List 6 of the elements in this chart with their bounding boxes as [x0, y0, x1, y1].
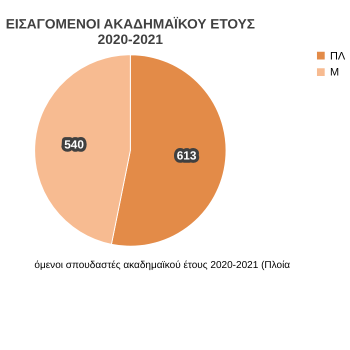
text: όμενοι σπουδαστές ακαδημαϊκού έτους 2020-2021 (Πλοία: [34, 260, 290, 272]
chart-title: ΕΙΣΑΓΟΜΕΝΟΙ ΑΚΑΔΗΜΑΪΚΟΥ ΕΤΟΥΣ 2020-2021: [6, 16, 255, 47]
data-label: 613: [176, 148, 197, 163]
legend-label: ΠΛ: [330, 50, 346, 62]
legend-label: Μ: [330, 66, 340, 79]
data-label: 540: [64, 138, 84, 152]
